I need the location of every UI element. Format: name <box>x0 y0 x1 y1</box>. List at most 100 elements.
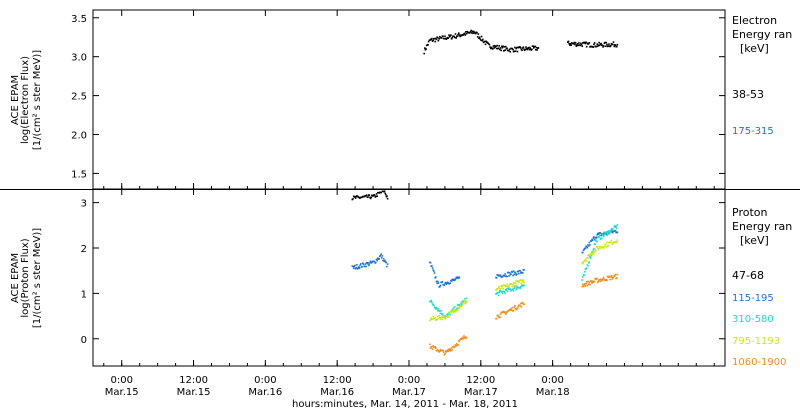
data-point <box>456 276 459 278</box>
data-point <box>433 270 435 272</box>
data-point <box>610 230 612 232</box>
data-point <box>502 45 504 48</box>
data-point <box>606 233 609 236</box>
electron-legend-title-3: [keV] <box>740 42 769 55</box>
data-point <box>525 47 528 50</box>
data-point <box>602 276 605 279</box>
data-point <box>585 245 588 248</box>
data-point <box>525 46 527 48</box>
data-point <box>453 278 455 281</box>
proton-ylabel-line-3: [1/(cm² s ster MeV)] <box>32 228 43 328</box>
data-point <box>510 283 513 285</box>
data-point <box>443 316 446 319</box>
data-point <box>436 282 438 285</box>
data-point <box>359 264 361 266</box>
data-point <box>452 279 455 282</box>
data-point <box>459 35 461 38</box>
data-point <box>439 310 441 312</box>
data-point <box>497 47 500 49</box>
data-point <box>437 39 440 42</box>
data-point <box>386 195 388 197</box>
data-point <box>476 31 478 34</box>
data-point <box>448 348 450 350</box>
data-point <box>516 273 518 275</box>
data-point <box>480 35 483 38</box>
data-point <box>446 316 449 318</box>
data-point <box>459 305 461 307</box>
data-point <box>606 241 608 244</box>
data-point <box>589 254 591 256</box>
data-point <box>514 46 516 49</box>
data-point <box>520 279 522 281</box>
data-point <box>357 267 359 269</box>
data-point <box>501 284 504 287</box>
data-point <box>592 281 595 284</box>
data-point <box>450 38 453 40</box>
data-point <box>470 29 472 32</box>
data-point <box>503 46 506 48</box>
data-point <box>518 281 520 283</box>
data-point <box>596 278 598 280</box>
proton-legend-item-5: 1060-1900 <box>732 357 787 368</box>
data-point <box>594 243 596 246</box>
data-point <box>505 313 507 315</box>
x-tick-time-label: 12:00 <box>466 375 495 386</box>
data-point <box>444 352 446 355</box>
data-point <box>362 262 364 264</box>
data-point <box>448 349 451 352</box>
data-point <box>450 34 452 36</box>
data-point <box>589 283 591 286</box>
data-point <box>523 49 526 51</box>
data-point <box>505 284 508 287</box>
data-point <box>446 350 448 352</box>
electron-legend-item-2: 175-315 <box>732 126 774 137</box>
data-point <box>589 244 591 246</box>
x-tick-date-label: Mar.15 <box>105 387 139 398</box>
data-point <box>513 273 516 276</box>
proton-legend-item-4: 795-1193 <box>732 336 780 347</box>
data-point <box>584 259 587 261</box>
data-point <box>581 262 583 264</box>
data-point <box>438 38 440 40</box>
data-point <box>442 349 444 352</box>
data-point <box>512 48 514 51</box>
data-point <box>367 262 369 264</box>
data-point <box>584 260 586 262</box>
data-point <box>434 316 436 319</box>
data-point <box>512 270 515 272</box>
data-point <box>599 232 602 234</box>
data-point <box>497 292 499 294</box>
data-point <box>379 254 382 257</box>
data-point <box>608 43 610 45</box>
data-point <box>513 287 516 289</box>
data-point <box>605 231 608 233</box>
data-point <box>454 33 457 35</box>
data-point <box>504 311 506 313</box>
data-point <box>452 307 455 309</box>
data-point <box>606 234 608 237</box>
data-point <box>451 36 453 39</box>
data-point <box>585 45 588 48</box>
data-point <box>429 347 432 349</box>
data-point <box>505 45 507 48</box>
data-point <box>495 45 497 47</box>
data-point <box>599 234 601 237</box>
data-point <box>578 42 580 44</box>
data-point <box>588 42 591 44</box>
data-point <box>476 36 479 38</box>
data-point <box>381 190 384 193</box>
data-point <box>496 44 499 47</box>
data-point <box>503 50 505 52</box>
data-point <box>516 46 518 49</box>
data-point <box>457 33 459 36</box>
electron-ylabel-line-2: log(Electron Flux) <box>20 56 31 144</box>
data-point <box>593 252 595 255</box>
data-point <box>459 304 462 306</box>
x-tick-time-label: 12:00 <box>179 375 208 386</box>
data-point <box>506 275 508 278</box>
data-point <box>590 252 593 254</box>
data-point <box>599 278 601 281</box>
data-point <box>429 343 431 346</box>
data-point <box>581 279 583 281</box>
data-point <box>499 274 502 277</box>
